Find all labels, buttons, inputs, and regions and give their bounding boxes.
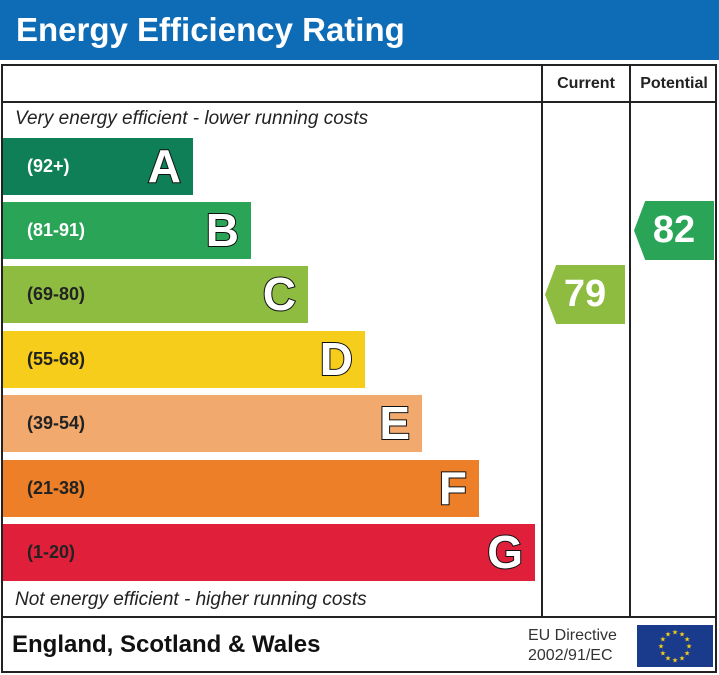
star-icon: ★	[665, 655, 671, 663]
eu-flag-icon: ★★★★★★★★★ ★ ★★	[637, 625, 713, 667]
band-range: (55-68)	[27, 349, 86, 369]
directive-line2: 2002/91/EC	[528, 647, 613, 664]
divider	[1, 616, 717, 618]
band-letter: C	[262, 267, 297, 321]
potential-header: Potential	[640, 75, 708, 92]
page-title: Energy Efficiency Rating	[0, 0, 719, 60]
star-icon: ★	[665, 630, 671, 638]
band-letter: A	[147, 139, 182, 193]
divider	[1, 101, 717, 103]
band-letter: G	[486, 525, 524, 579]
band-letter: F	[438, 461, 468, 515]
band-letter: E	[378, 396, 411, 450]
band-range: (1-20)	[27, 542, 76, 562]
divider	[541, 64, 543, 617]
band-range: (92+)	[27, 156, 70, 176]
star-icon: ★	[679, 630, 685, 638]
top-caption: Very energy efficient - lower running co…	[15, 108, 369, 129]
potential-rating-arrow: 82	[634, 201, 714, 260]
star-icon: ★	[686, 643, 692, 651]
eu-directive: EU Directive 2002/91/EC	[528, 626, 617, 666]
current-header: Current	[557, 75, 615, 92]
band-d: (55-68) D	[3, 331, 365, 388]
band-b: (81-91) B	[3, 202, 251, 259]
band-f: (21-38) F	[3, 460, 479, 517]
band-g: (1-20) G	[3, 524, 535, 581]
rating-frame	[1, 64, 717, 673]
band-range: (81-91)	[27, 220, 86, 240]
bottom-caption: Not energy efficient - higher running co…	[15, 589, 367, 610]
star-icon: ★	[660, 636, 666, 644]
band-letter: D	[319, 332, 354, 386]
band-letter: B	[205, 203, 240, 257]
star-icon: ★	[660, 650, 666, 658]
star-icon: ★	[679, 655, 685, 663]
band-e: (39-54) E	[3, 395, 422, 452]
star-icon: ★	[672, 629, 678, 637]
star-icon: ★	[672, 657, 678, 665]
star-icon: ★	[684, 650, 690, 658]
current-rating-arrow: 79	[545, 265, 625, 324]
band-a: (92+) A	[3, 138, 193, 195]
star-icon: ★	[684, 636, 690, 644]
band-range: (21-38)	[27, 478, 86, 498]
star-icon: ★	[658, 643, 664, 651]
band-range: (39-54)	[27, 413, 86, 433]
directive-line1: EU Directive	[528, 627, 617, 644]
region-label: England, Scotland & Wales	[12, 631, 321, 658]
band-range: (69-80)	[27, 284, 86, 304]
divider	[629, 64, 631, 617]
band-c: (69-80) C	[3, 266, 308, 323]
